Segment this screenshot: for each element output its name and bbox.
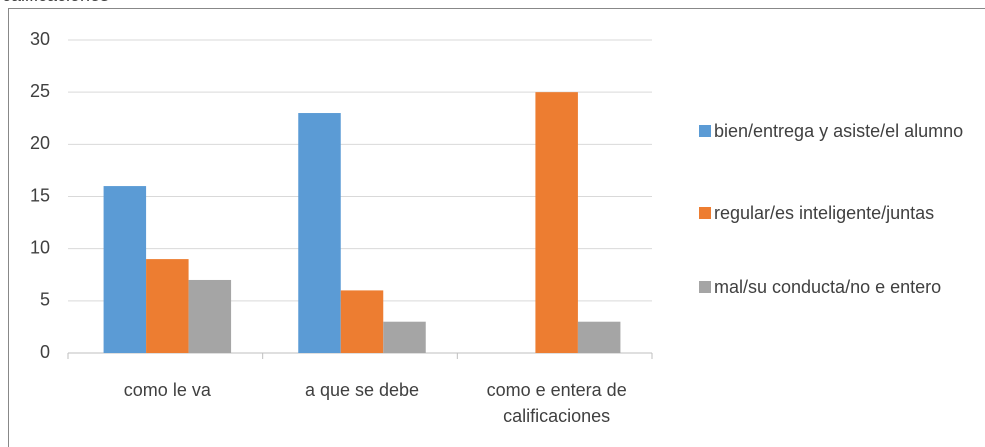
bar xyxy=(188,279,232,353)
y-tick-label: 25 xyxy=(30,81,50,101)
bar xyxy=(383,321,426,353)
y-tick-label: 5 xyxy=(40,290,50,310)
chart-frame xyxy=(8,8,985,447)
legend-label: bien/entrega y asiste/el alumno xyxy=(714,121,964,141)
bar xyxy=(340,290,384,353)
bar xyxy=(146,259,189,353)
legend-swatch xyxy=(699,207,711,219)
y-tick-label: 10 xyxy=(30,237,50,257)
x-tick-label: como le va xyxy=(123,380,211,400)
bar xyxy=(103,186,147,353)
bar xyxy=(298,113,341,354)
y-tick-label: 15 xyxy=(30,185,50,205)
legend-swatch xyxy=(699,125,711,137)
y-tick-label: 30 xyxy=(30,29,50,49)
bar xyxy=(577,321,621,353)
bar xyxy=(535,92,578,354)
legend-label: regular/es inteligente/juntas xyxy=(714,203,935,223)
x-tick-label: como e entera de calificaciones xyxy=(486,380,627,426)
y-tick-label: 0 xyxy=(40,342,50,362)
chart-title: calificaciones xyxy=(2,0,109,8)
x-tick-label: a que se debe xyxy=(304,380,420,400)
legend-swatch xyxy=(699,281,711,293)
legend-label: mal/su conducta/no e entero xyxy=(714,277,942,297)
y-tick-label: 20 xyxy=(30,133,50,153)
